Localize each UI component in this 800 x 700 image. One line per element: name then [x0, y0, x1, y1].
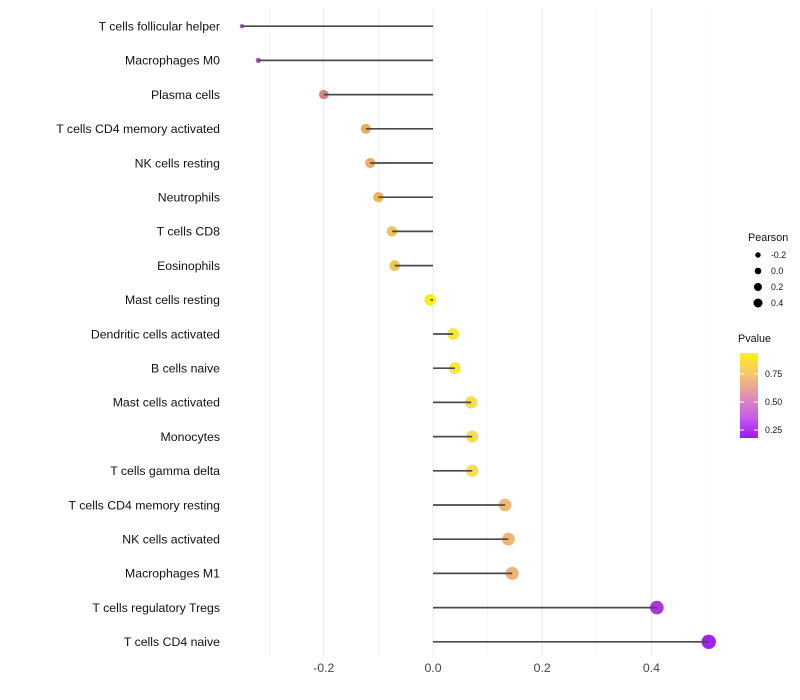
- y-axis-label: Neutrophils: [158, 191, 220, 205]
- legend-size-key-dot: [753, 298, 763, 308]
- y-axis-label: T cells gamma delta: [110, 464, 220, 478]
- lollipop-dots: [239, 24, 716, 649]
- pvalue-bar-tick-label: 0.50: [765, 397, 782, 407]
- y-axis-label: T cells CD4 naive: [124, 635, 220, 649]
- y-axis-labels: T cells follicular helper Macrophages M0 P…: [56, 20, 220, 650]
- legend-pvalue-title: Pvalue: [738, 333, 771, 345]
- x-axis-tick-label: 0.0: [424, 661, 441, 675]
- y-axis-label: Mast cells activated: [113, 396, 220, 410]
- pvalue-bar-tick-label: 0.25: [765, 425, 782, 435]
- x-axis-tick-label: 0.2: [534, 661, 551, 675]
- legend-pearson-size: Pearson -0.2 0.0 0.2 0.4: [748, 232, 788, 308]
- lollipop-dot: [424, 294, 436, 306]
- legend-size-key-label: 0.4: [771, 298, 783, 308]
- lollipop-dot: [373, 192, 384, 203]
- legend-size-key-dot: [754, 283, 762, 291]
- y-axis-label: T cells CD8: [157, 225, 220, 239]
- y-axis-label: T cells CD4 memory resting: [69, 498, 221, 512]
- x-axis-labels: -0.2 0.0 0.2 0.4: [313, 661, 660, 675]
- y-axis-label: Macrophages M1: [125, 567, 220, 581]
- y-axis-label: T cells follicular helper: [99, 20, 220, 34]
- legend-pvalue-color: Pvalue 0.75 0.50 0.25: [738, 333, 782, 438]
- y-axis-label: Macrophages M0: [125, 54, 220, 68]
- legend-size-key-dot: [755, 252, 761, 258]
- y-axis-label: NK cells resting: [135, 156, 221, 170]
- x-axis-tick-label: 0.4: [643, 661, 660, 675]
- lollipop-stems: [241, 25, 709, 643]
- y-axis-label: B cells naive: [151, 362, 220, 376]
- y-axis-label: Monocytes: [161, 430, 220, 444]
- y-axis-label: Eosinophils: [157, 259, 220, 273]
- legend-size-key-label: 0.0: [771, 266, 783, 276]
- legend-size-key-dot: [754, 267, 762, 275]
- pvalue-bar-tick-label: 0.75: [765, 369, 782, 379]
- y-axis-label: T cells CD4 memory activated: [56, 122, 220, 136]
- y-axis-label: Plasma cells: [151, 88, 220, 102]
- pvalue-gradient-bar: [740, 353, 758, 438]
- y-axis-label: Mast cells resting: [125, 293, 220, 307]
- legend-size-key-label: 0.2: [771, 282, 783, 292]
- x-axis-tick-label: -0.2: [313, 661, 334, 675]
- y-axis-label: Dendritic cells activated: [91, 327, 220, 341]
- legend-size-key-label: -0.2: [771, 250, 786, 260]
- legend-pearson-title: Pearson: [748, 232, 788, 244]
- y-axis-label: NK cells activated: [122, 533, 220, 547]
- y-axis-label: T cells regulatory Tregs: [92, 601, 220, 615]
- grid: [268, 8, 707, 656]
